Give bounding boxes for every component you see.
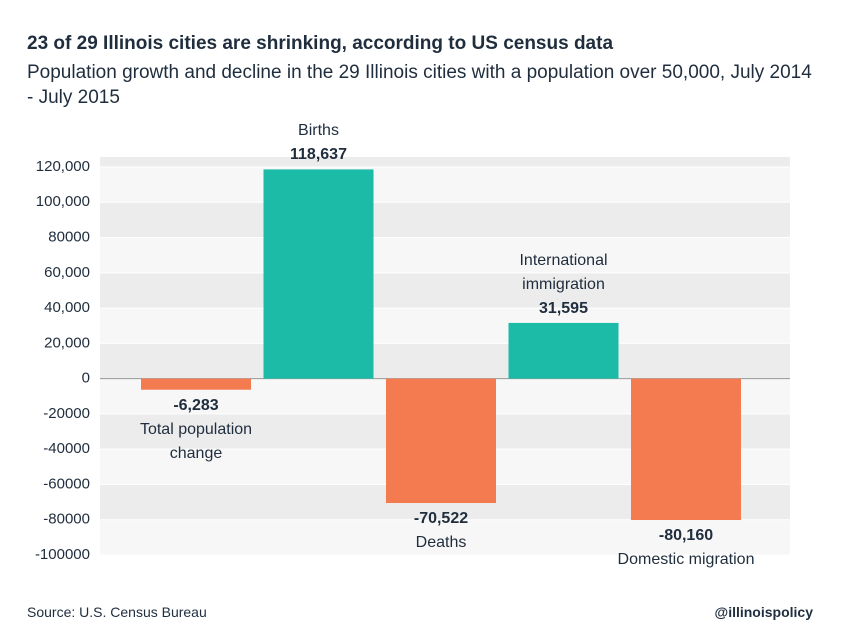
value-label: 31,595 <box>539 299 588 317</box>
value-label: 118,637 <box>290 146 347 164</box>
bar <box>141 378 251 390</box>
y-tick-label: 80000 <box>48 229 90 246</box>
y-tick-label: 100,000 <box>36 193 90 210</box>
grid-band <box>100 167 790 203</box>
grid-band <box>100 237 790 273</box>
category-label: Deaths <box>415 534 467 551</box>
y-tick-label: 0 <box>82 370 90 387</box>
source: Source: U.S. Census Bureau <box>27 604 207 620</box>
grid-band <box>100 202 790 238</box>
grid-band <box>100 343 790 379</box>
grid-band <box>100 308 790 344</box>
category-label: International immigration <box>519 251 608 293</box>
y-tick-label: -60000 <box>43 475 90 492</box>
y-tick-label: 60,000 <box>44 264 90 281</box>
bar <box>631 378 741 521</box>
category-label: Domestic migration <box>617 551 755 568</box>
y-tick-label: -100000 <box>35 546 90 563</box>
y-tick-label: -80000 <box>43 511 90 528</box>
category-label: Births <box>298 122 339 140</box>
y-tick-label: 120,000 <box>36 158 90 175</box>
grid-band <box>100 519 790 555</box>
plot-background <box>100 157 790 167</box>
bar <box>386 378 496 504</box>
y-tick-label: -20000 <box>43 405 90 422</box>
chart-subtitle: Population growth and decline in the 29 … <box>27 62 812 108</box>
grid-band <box>100 272 790 309</box>
value-label: -6,283 <box>173 396 219 414</box>
category-label: Total population change <box>139 420 253 462</box>
value-label: -70,522 <box>413 510 469 527</box>
credit: @illinoispolicy <box>714 604 813 620</box>
bar <box>508 322 619 379</box>
y-tick-label: -40000 <box>43 440 90 457</box>
value-label: -80,160 <box>658 527 714 544</box>
bar <box>263 169 374 379</box>
y-tick-label: 40,000 <box>44 299 90 316</box>
chart-title: 23 of 29 Illinois cities are shrinking, … <box>27 33 614 54</box>
y-tick-label: 20,000 <box>44 334 90 351</box>
